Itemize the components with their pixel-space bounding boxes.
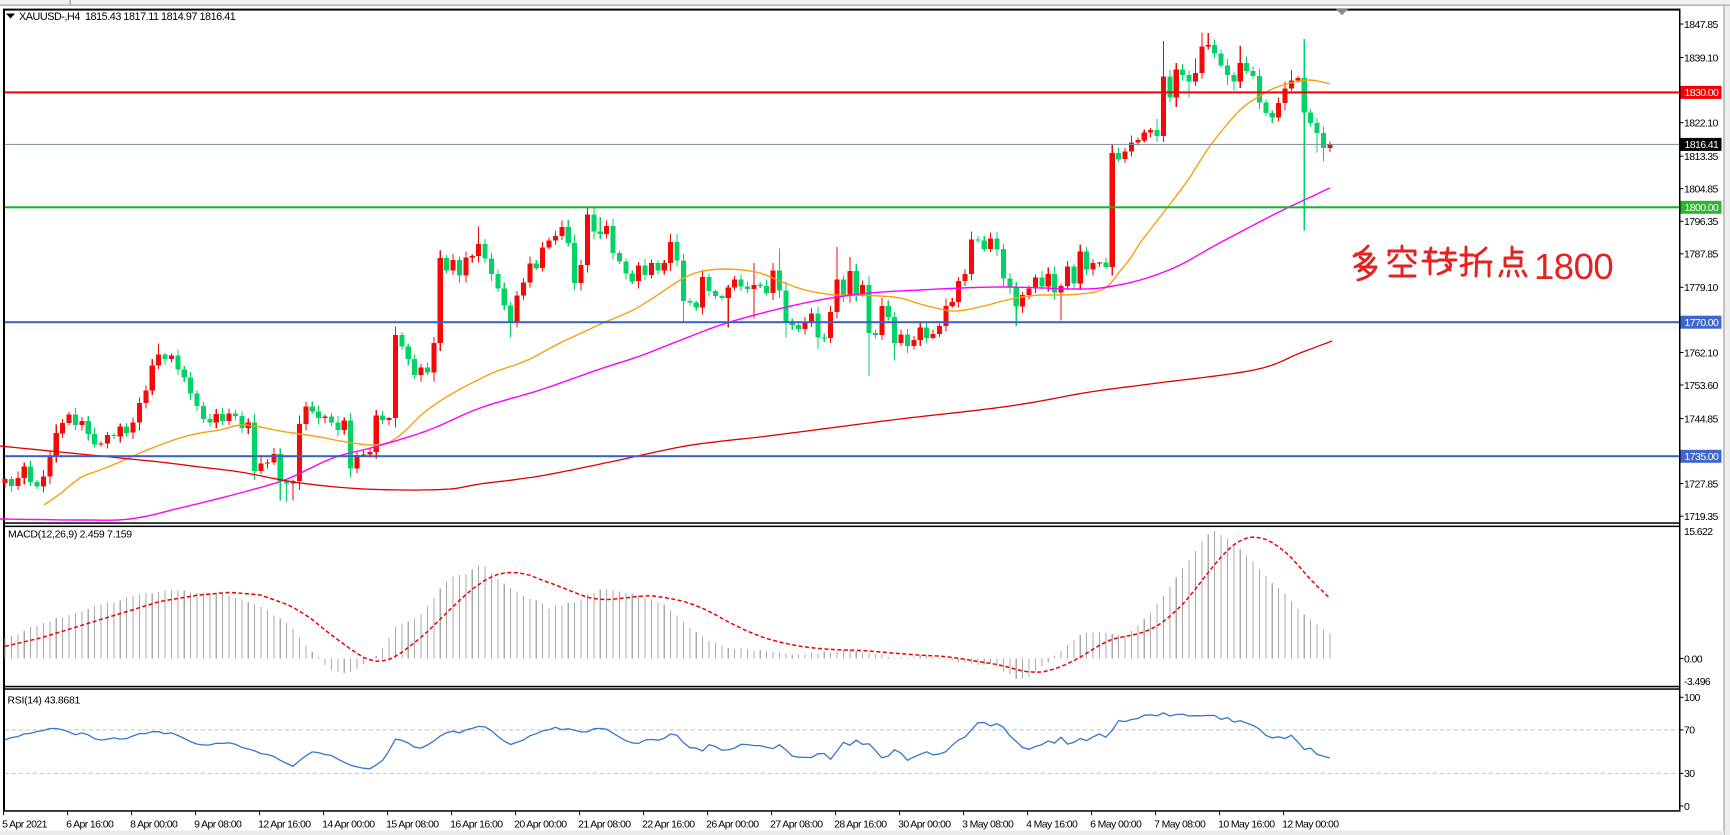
svg-text:7 May 08:00: 7 May 08:00 [1154, 818, 1206, 830]
svg-text:1719.35: 1719.35 [1684, 511, 1719, 523]
svg-text:6 May 00:00: 6 May 00:00 [1090, 818, 1142, 830]
svg-text:30: 30 [1684, 768, 1695, 780]
svg-text:12 Apr 16:00: 12 Apr 16:00 [258, 818, 311, 830]
svg-text:9 Apr 08:00: 9 Apr 08:00 [194, 818, 242, 830]
svg-text:0.00: 0.00 [1684, 653, 1703, 665]
svg-text:22 Apr 16:00: 22 Apr 16:00 [642, 818, 695, 830]
svg-text:27 Apr 08:00: 27 Apr 08:00 [770, 818, 823, 830]
svg-text:15.622: 15.622 [1684, 526, 1713, 538]
svg-text:6 Apr 16:00: 6 Apr 16:00 [66, 818, 114, 830]
svg-text:1762.10: 1762.10 [1684, 347, 1719, 359]
svg-text:5 Apr 2021: 5 Apr 2021 [2, 818, 48, 830]
svg-text:1800.00: 1800.00 [1685, 202, 1720, 214]
svg-text:4 May 16:00: 4 May 16:00 [1026, 818, 1078, 830]
svg-text:MACD(12,26,9) 2.459 7.159: MACD(12,26,9) 2.459 7.159 [8, 529, 132, 541]
svg-text:1735.00: 1735.00 [1685, 451, 1720, 463]
svg-text:30 Apr 00:00: 30 Apr 00:00 [898, 818, 951, 830]
svg-text:26 Apr 00:00: 26 Apr 00:00 [706, 818, 759, 830]
svg-text:10 May 16:00: 10 May 16:00 [1218, 818, 1275, 830]
svg-text:1830.00: 1830.00 [1685, 87, 1720, 99]
svg-text:1796.35: 1796.35 [1684, 216, 1719, 228]
svg-text:100: 100 [1684, 692, 1700, 704]
svg-text:1779.10: 1779.10 [1684, 282, 1719, 294]
svg-text:1813.35: 1813.35 [1684, 151, 1719, 163]
svg-text:RSI(14) 43.8681: RSI(14) 43.8681 [8, 695, 81, 707]
svg-text:1770.00: 1770.00 [1685, 317, 1720, 329]
svg-text:8 Apr 00:00: 8 Apr 00:00 [130, 818, 178, 830]
svg-text:1744.85: 1744.85 [1684, 413, 1719, 425]
svg-text:3 May 08:00: 3 May 08:00 [962, 818, 1014, 830]
svg-text:1822.10: 1822.10 [1684, 118, 1719, 130]
svg-text:1847.85: 1847.85 [1684, 19, 1719, 31]
svg-text:1753.60: 1753.60 [1684, 380, 1719, 392]
svg-text:21 Apr 08:00: 21 Apr 08:00 [578, 818, 631, 830]
svg-text:1800: 1800 [1534, 246, 1613, 287]
svg-text:28 Apr 16:00: 28 Apr 16:00 [834, 818, 887, 830]
svg-text:16 Apr 16:00: 16 Apr 16:00 [450, 818, 503, 830]
svg-text:1839.10: 1839.10 [1684, 52, 1719, 64]
svg-text:14 Apr 00:00: 14 Apr 00:00 [322, 818, 375, 830]
svg-text:-3.496: -3.496 [1684, 676, 1711, 688]
svg-text:12 May 00:00: 12 May 00:00 [1282, 818, 1339, 830]
svg-text:1816.41: 1816.41 [1685, 139, 1720, 151]
svg-text:XAUUSD-,H4 1815.43 1817.11 18: XAUUSD-,H4 1815.43 1817.11 1814.97 1816.… [19, 11, 236, 23]
svg-text:70: 70 [1684, 725, 1695, 737]
svg-text:15 Apr 08:00: 15 Apr 08:00 [386, 818, 439, 830]
svg-text:20 Apr 00:00: 20 Apr 00:00 [514, 818, 567, 830]
svg-text:1804.85: 1804.85 [1684, 184, 1719, 196]
svg-text:0: 0 [1684, 801, 1690, 813]
svg-text:1727.85: 1727.85 [1684, 478, 1719, 490]
svg-text:1787.85: 1787.85 [1684, 249, 1719, 261]
